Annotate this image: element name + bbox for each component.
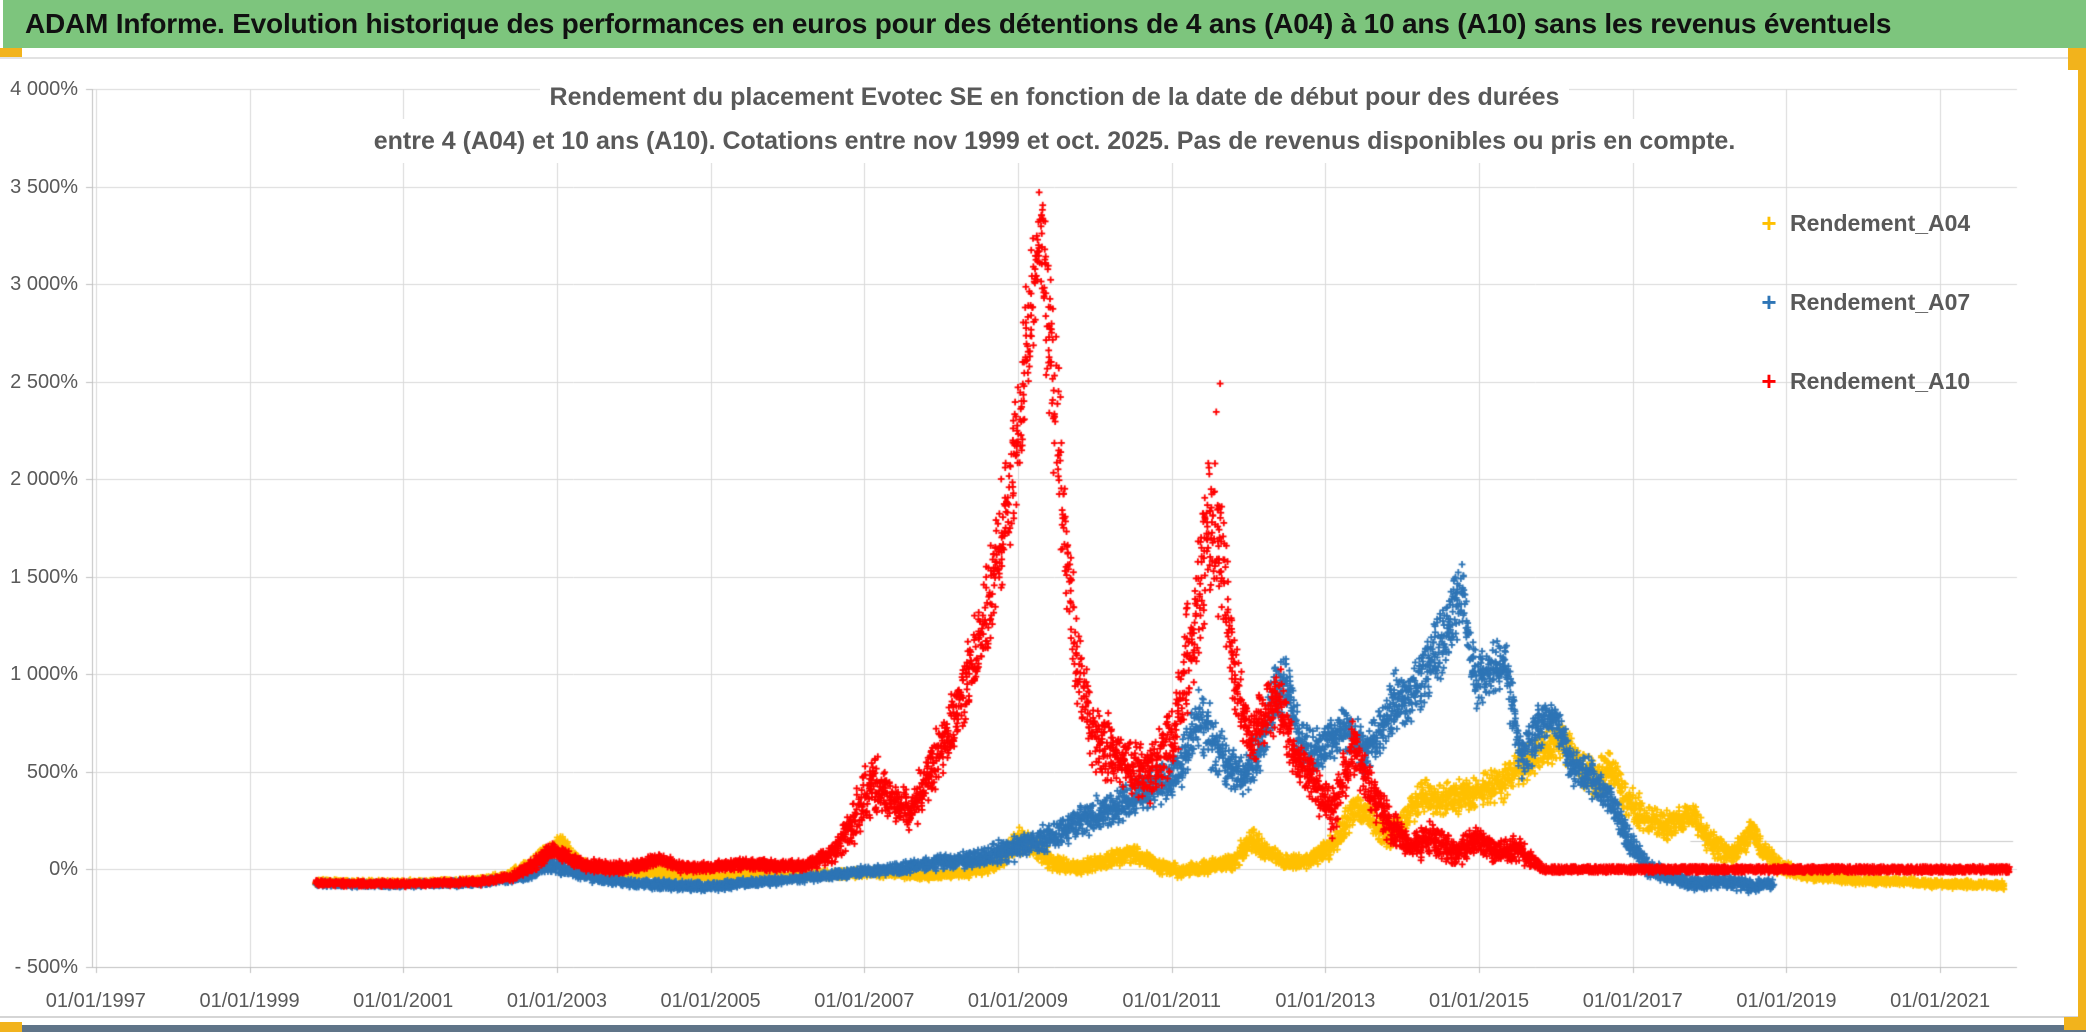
legend-label-a04: Rendement_A04	[1790, 209, 1971, 236]
legend-entry-a10: + Rendement_A10	[1756, 363, 1970, 399]
chart-legend: + Rendement_A04 + Rendement_A07 + Rendem…	[1756, 205, 1970, 442]
orange-tab-bottom-left	[0, 1022, 22, 1032]
bottom-bar	[0, 1025, 2086, 1032]
legend-label-a10: Rendement_A10	[1790, 367, 1971, 394]
chart-title-line2: entre 4 (A04) et 10 ans (A10). Cotations…	[363, 119, 1746, 163]
plus-marker-icon: +	[1761, 287, 1777, 317]
orange-tab-bottom-right	[2064, 1017, 2086, 1030]
x-axis-label: 01/01/1997	[45, 990, 146, 1012]
chart-title-line1: Rendement du placement Evotec SE en fonc…	[539, 75, 1570, 119]
legend-entry-a07: + Rendement_A07	[1756, 284, 1970, 320]
page-title: ADAM Informe. Evolution historique des p…	[25, 8, 1892, 39]
bottom-divider	[0, 1016, 2086, 1018]
y-axis-label: 2 500%	[10, 370, 78, 393]
y-axis-label: 1 500%	[10, 565, 78, 588]
x-axis-label: 01/01/2003	[506, 990, 607, 1012]
x-axis-label: 01/01/2007	[814, 990, 915, 1012]
legend-label-a07: Rendement_A07	[1790, 288, 1971, 315]
plus-marker-icon: +	[1761, 208, 1777, 238]
x-axis-label: 01/01/2019	[1736, 990, 1837, 1012]
y-axis-label: 0%	[49, 858, 78, 881]
x-axis-label: 01/01/2015	[1429, 990, 1530, 1012]
x-axis-label: 01/01/2011	[1122, 990, 1221, 1012]
y-axis-label: 2 000%	[10, 468, 78, 491]
chart-title: Rendement du placement Evotec SE en fonc…	[92, 75, 2017, 163]
y-axis-label: 4 000%	[10, 78, 78, 100]
x-axis-label: 01/01/2013	[1275, 990, 1376, 1012]
y-axis-label: 3 500%	[10, 175, 78, 198]
x-axis-label: 01/01/2009	[967, 990, 1069, 1012]
header-divider	[0, 57, 2086, 59]
orange-tab-top-left	[0, 48, 22, 57]
y-axis-label: 1 000%	[10, 663, 78, 686]
x-axis-label: 01/01/2017	[1582, 990, 1683, 1012]
x-axis-label: 01/01/2005	[660, 990, 761, 1012]
x-axis-label: 01/01/1999	[199, 990, 300, 1012]
legend-entry-a04: + Rendement_A04	[1756, 205, 1970, 241]
orange-tab-top-right	[2068, 48, 2086, 70]
x-axis-label: 01/01/2001	[353, 990, 454, 1012]
x-axis-label: 01/01/2021	[1890, 990, 1991, 1012]
page-header-bar: ADAM Informe. Evolution historique des p…	[3, 0, 2086, 48]
y-axis-label: 500%	[26, 760, 78, 783]
y-axis-label: - 500%	[14, 956, 78, 978]
plus-marker-icon: +	[1761, 366, 1777, 396]
orange-border-right	[2078, 66, 2086, 1017]
y-axis-label: 3 000%	[10, 273, 78, 296]
